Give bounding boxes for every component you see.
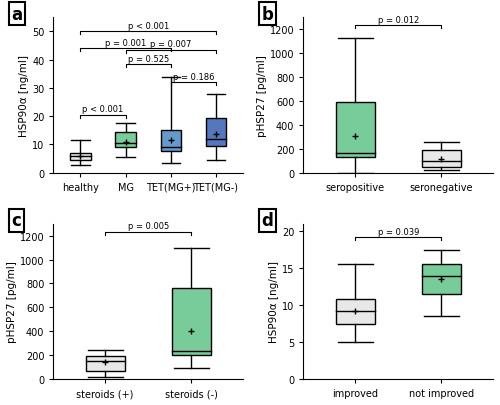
Text: p = 0.186: p = 0.186 [172,72,214,82]
FancyBboxPatch shape [116,132,136,148]
Y-axis label: HSP90α [ng/ml]: HSP90α [ng/ml] [269,261,279,343]
Text: d: d [262,212,274,230]
Y-axis label: pHSP27 [pg/ml]: pHSP27 [pg/ml] [7,261,17,343]
Text: p < 0.001: p < 0.001 [128,22,169,31]
FancyBboxPatch shape [336,299,374,324]
Text: p = 0.039: p = 0.039 [378,227,419,236]
Text: p = 0.525: p = 0.525 [128,54,169,63]
FancyBboxPatch shape [206,118,226,146]
FancyBboxPatch shape [86,356,124,371]
FancyBboxPatch shape [172,288,210,355]
Text: a: a [12,6,23,24]
FancyBboxPatch shape [422,265,461,294]
Y-axis label: HSP90α [ng/ml]: HSP90α [ng/ml] [19,55,29,136]
Text: p = 0.007: p = 0.007 [150,40,192,49]
FancyBboxPatch shape [70,153,90,160]
Text: p = 0.001: p = 0.001 [105,39,146,48]
Text: p = 0.005: p = 0.005 [128,222,169,231]
Text: p = 0.012: p = 0.012 [378,16,419,25]
Text: p < 0.001: p < 0.001 [82,105,124,114]
Text: b: b [262,6,274,24]
FancyBboxPatch shape [160,131,181,152]
Text: c: c [12,212,22,230]
FancyBboxPatch shape [422,151,461,167]
FancyBboxPatch shape [336,103,374,158]
Y-axis label: pHSP27 [pg/ml]: pHSP27 [pg/ml] [257,55,267,136]
